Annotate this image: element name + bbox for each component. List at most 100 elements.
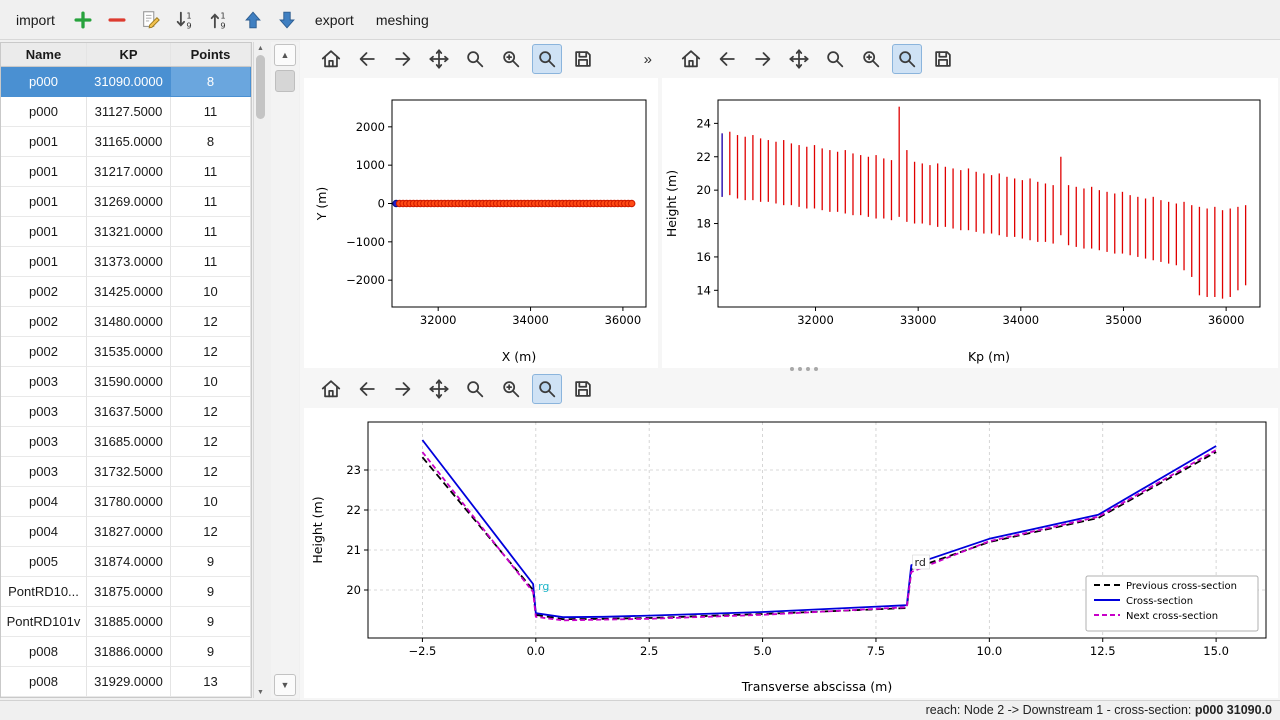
svg-text:−1000: −1000 [346,235,385,249]
table-row[interactable]: p008 31929.0000 13 [1,667,251,697]
cell-points: 9 [171,607,251,637]
longitudinal-profile-canvas[interactable]: 32000 33000 34000 35000 36000 14 16 18 20 22 24 Kp … [662,78,1278,368]
svg-text:rd: rd [915,556,926,569]
table-row[interactable]: PontRD101v 31885.0000 9 [1,607,251,637]
cell-kp: 31165.0000 [87,127,171,157]
home-button[interactable] [316,44,346,74]
svg-text:10.0: 10.0 [977,644,1003,658]
cell-name: p001 [1,127,87,157]
remove-button[interactable] [101,4,133,36]
table-scrollbar-thumb[interactable] [256,55,265,119]
table-row[interactable]: p008 31886.0000 9 [1,637,251,667]
table-row[interactable]: p005 31874.0000 9 [1,547,251,577]
cell-points: 8 [171,127,251,157]
table-row[interactable]: PontRD10... 31875.0000 9 [1,577,251,607]
move-down-button[interactable] [271,4,303,36]
table-row[interactable]: p004 31827.0000 12 [1,517,251,547]
back-button[interactable] [352,374,382,404]
table-row[interactable]: p004 31780.0000 10 [1,487,251,517]
add-button[interactable] [67,4,99,36]
table-row[interactable]: p002 31480.0000 12 [1,307,251,337]
pan-button[interactable] [424,44,454,74]
column-header-name[interactable]: Name [1,43,87,66]
table-row[interactable]: p001 31373.0000 11 [1,247,251,277]
scroll-up-button[interactable]: ▲ [274,44,296,66]
meshing-button[interactable]: meshing [375,11,429,28]
zoom-button[interactable] [460,374,490,404]
scroll-up-arrow-icon[interactable]: ▲ [257,44,264,52]
table-row[interactable]: p002 31535.0000 12 [1,337,251,367]
table-row[interactable]: p000 31090.0000 8 [1,67,251,97]
table-body: p000 31090.0000 8 p000 31127.5000 11 p001 31165… [1,67,251,697]
svg-text:Y (m): Y (m) [314,187,329,222]
cell-points: 10 [171,487,251,517]
home-button[interactable] [676,44,706,74]
move-up-button[interactable] [237,4,269,36]
save-button[interactable] [568,374,598,404]
svg-text:34000: 34000 [1003,313,1040,327]
cell-points: 10 [171,277,251,307]
scroll-down-arrow-icon[interactable]: ▼ [257,688,264,696]
svg-text:Height (m): Height (m) [664,170,679,237]
cell-points: 11 [171,157,251,187]
pan-button[interactable] [424,374,454,404]
table-row[interactable]: p003 31590.0000 10 [1,367,251,397]
cell-kp: 31090.0000 [87,67,171,97]
back-button[interactable] [352,44,382,74]
svg-text:5.0: 5.0 [753,644,771,658]
export-button[interactable]: export [314,11,354,28]
zoom-region-button[interactable] [532,44,562,74]
edit-button[interactable] [135,4,167,36]
table-row[interactable]: p001 31269.0000 11 [1,187,251,217]
sort-asc-icon: 19 [210,10,226,30]
svg-text:24: 24 [696,116,711,130]
import-button[interactable]: import [16,11,55,28]
table-row[interactable]: p001 31217.0000 11 [1,157,251,187]
save-icon [575,381,591,397]
plan-view-canvas[interactable]: 32000 34000 36000 −2000 −1000 0 1000 2000 X (m) Y… [304,78,658,368]
status-current-cross-section: p000 31090.0 [1194,703,1272,717]
zoom-button[interactable] [820,44,850,74]
cell-kp: 31780.0000 [87,487,171,517]
pan-icon [429,379,449,399]
column-header-kp[interactable]: KP [87,43,171,66]
zoom-in-button[interactable] [856,44,886,74]
splitter-handle[interactable] [790,367,794,371]
svg-text:Next cross-section: Next cross-section [1126,611,1218,622]
cell-kp: 31732.5000 [87,457,171,487]
zoom-in-button[interactable] [496,44,526,74]
scroll-down-button[interactable]: ▼ [274,674,296,696]
svg-text:35000: 35000 [1105,313,1142,327]
table-row[interactable]: p003 31637.5000 12 [1,397,251,427]
forward-button[interactable] [388,44,418,74]
zoom-button[interactable] [460,44,490,74]
zoom-region-button[interactable] [892,44,922,74]
table-row[interactable]: p000 31127.5000 11 [1,97,251,127]
forward-button[interactable] [388,374,418,404]
home-button[interactable] [316,374,346,404]
back-button[interactable] [712,44,742,74]
table-row[interactable]: p003 31685.0000 12 [1,427,251,457]
panel-scrollbar-thumb[interactable] [275,70,295,92]
save-button[interactable] [568,44,598,74]
zoom-in-button[interactable] [496,374,526,404]
table-scrollbar[interactable]: ▲ ▼ [253,42,267,698]
table-row[interactable]: p001 31321.0000 11 [1,217,251,247]
table-row[interactable]: p002 31425.0000 10 [1,277,251,307]
pan-button[interactable] [784,44,814,74]
zoom-region-button[interactable] [532,374,562,404]
panel-scrollbar[interactable]: ▲ ▼ [271,42,299,698]
svg-text:23: 23 [346,463,361,477]
save-button[interactable] [928,44,958,74]
table-row[interactable]: p001 31165.0000 8 [1,127,251,157]
toolbar-overflow-button[interactable]: » [643,50,652,68]
cross-section-canvas[interactable]: −2.5 0.0 2.5 5.0 7.5 10.0 12.5 15.0 20 21 22 23 Tran… [304,408,1278,698]
zoom-region-icon [539,381,556,398]
column-header-points[interactable]: Points [171,43,251,66]
table-row[interactable]: p003 31732.5000 12 [1,457,251,487]
cell-points: 10 [171,367,251,397]
forward-button[interactable] [748,44,778,74]
home-icon [681,50,701,68]
